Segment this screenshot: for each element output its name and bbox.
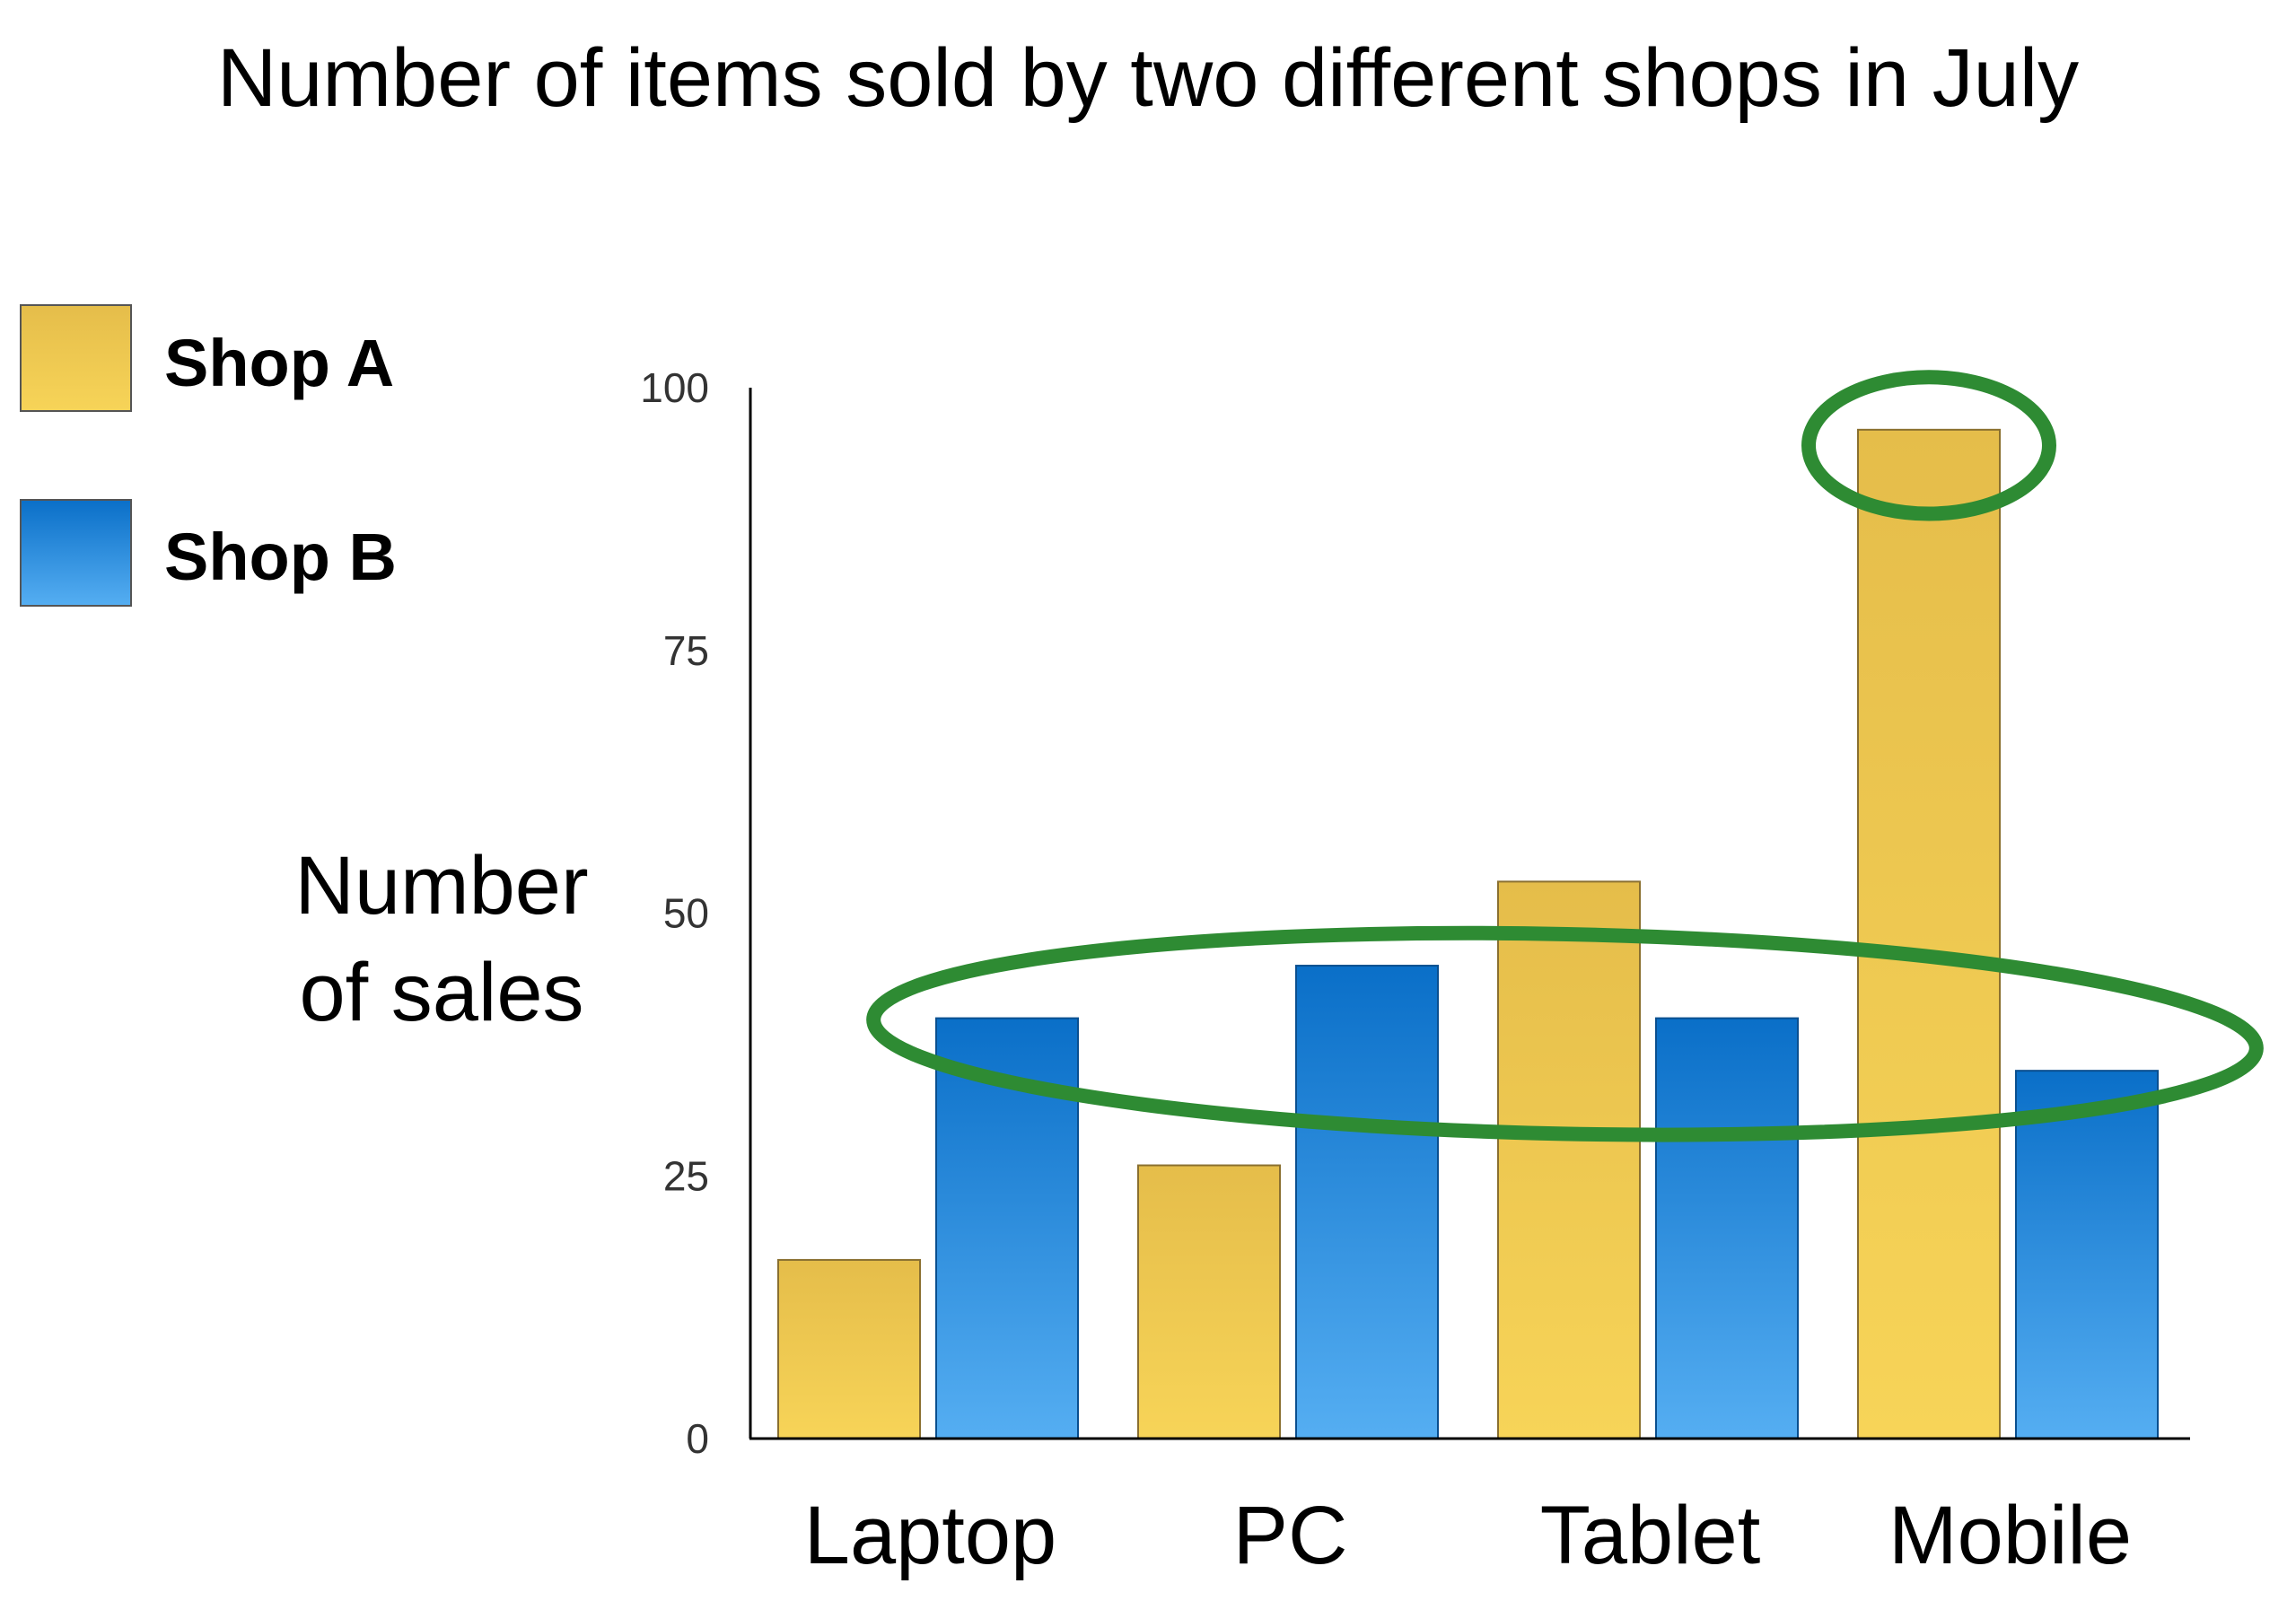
bar-shop-b-tablet [1655, 1017, 1799, 1439]
y-tick-label-25: 25 [663, 1152, 709, 1199]
legend-label-shop-b: Shop B [164, 520, 397, 594]
y-axis-ticks: 0 25 50 75 100 [640, 364, 709, 1462]
y-tick-label-75: 75 [663, 627, 709, 674]
legend-swatch-shop-b [20, 499, 132, 607]
bar-shop-b-mobile [2015, 1070, 2159, 1440]
y-tick-label-0: 0 [686, 1415, 709, 1462]
bar-shop-a-laptop [777, 1258, 921, 1440]
x-tick-label-pc: PC [1233, 1490, 1348, 1581]
bar-shop-a-pc [1137, 1164, 1281, 1440]
chart-title: Number of items sold by two different sh… [217, 32, 2079, 124]
bar-shop-a-mobile [1857, 428, 2001, 1440]
annotation-ellipse-2 [1801, 370, 2056, 521]
legend: Shop A Shop B [20, 304, 397, 607]
x-tick-label-tablet: Tablet [1540, 1490, 1761, 1581]
x-axis-ticks: Laptop PC Tablet Mobile [804, 1490, 2132, 1581]
legend-swatch-shop-a [20, 304, 132, 412]
y-axis-label-line-1: Number [294, 840, 588, 932]
x-tick-label-mobile: Mobile [1889, 1490, 2132, 1581]
y-axis-label: Number of sales [294, 840, 588, 1038]
bar-shop-b-pc [1295, 965, 1439, 1440]
bars [777, 428, 2159, 1440]
bar-shop-a-tablet [1497, 880, 1641, 1439]
y-tick-label-50: 50 [663, 890, 709, 937]
legend-label-shop-a: Shop A [164, 326, 394, 400]
annotation-ellipse-1 [866, 925, 2264, 1142]
x-tick-label-laptop: Laptop [804, 1490, 1056, 1581]
y-tick-label-100: 100 [640, 364, 709, 411]
y-axis-label-line-2: of sales [299, 947, 583, 1038]
annotations [866, 370, 2264, 1142]
